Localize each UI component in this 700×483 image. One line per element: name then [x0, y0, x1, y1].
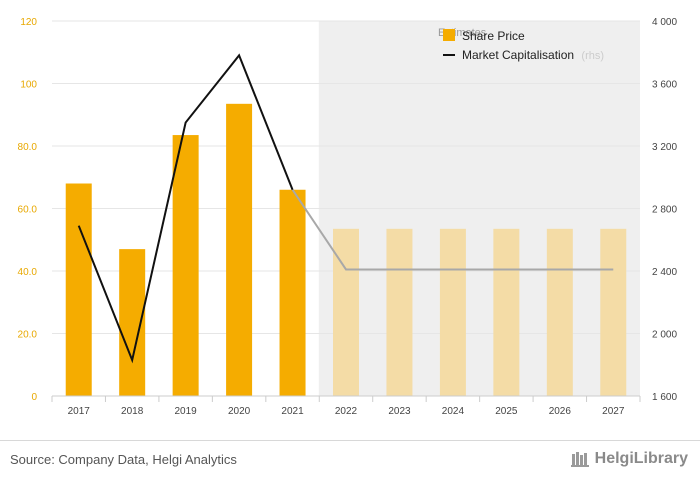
legend-market-cap-label: Market Capitalisation: [462, 48, 574, 62]
svg-text:Market Capitalisation (r: Market Capitalisation (rhs): [462, 48, 604, 62]
share-price-bar: [493, 228, 520, 396]
x-axis-tick-label: 2022: [335, 406, 358, 417]
share-price-bar: [546, 228, 573, 396]
x-axis-tick-label: 2020: [228, 406, 251, 417]
share-price-bar: [65, 183, 92, 396]
left-axis: 0 20.0 40.0 60.0 80.0 100 120: [18, 17, 38, 403]
left-axis-tick: 40.0: [18, 267, 38, 278]
legend-share-price-swatch: [443, 29, 455, 41]
market-cap-line-actual: [77, 53, 294, 364]
brand-name: HelgiLibrary: [594, 450, 688, 467]
share-price-bar: [439, 228, 466, 396]
share-price-bar: [279, 189, 306, 396]
right-axis-tick: 3 600: [652, 80, 677, 91]
left-axis-tick: 0: [31, 392, 37, 403]
right-axis-tick: 4 000: [652, 17, 677, 28]
left-axis-tick: 100: [20, 80, 37, 91]
right-axis-tick: 2 400: [652, 267, 677, 278]
x-axis-tick-label: 2026: [549, 406, 572, 417]
left-axis-tick: 80.0: [18, 142, 38, 153]
x-axis-tick-label: 2027: [602, 406, 625, 417]
left-axis-tick: 20.0: [18, 330, 38, 341]
right-axis-tick: 1 600: [652, 392, 677, 403]
market-cap-line-estimate: [291, 189, 614, 271]
right-axis: 1 600 2 000 2 400 2 800 3 200 3 600 4 000: [652, 17, 677, 403]
right-axis-tick: 2 800: [652, 205, 677, 216]
legend-share-price-label: Share Price: [462, 29, 525, 43]
x-axis-tick-label: 2018: [121, 406, 144, 417]
right-axis-tick: 3 200: [652, 142, 677, 153]
x-axis-tick-label: 2024: [442, 406, 465, 417]
footer: Source: Company Data, Helgi Analytics He…: [0, 440, 700, 483]
share-price-bar: [333, 228, 359, 396]
legend-rhs-suffix: (rhs): [581, 50, 604, 62]
source-text: Source: Company Data, Helgi Analytics: [10, 452, 237, 467]
share-price-bar: [386, 228, 413, 396]
share-price-bar: [226, 103, 253, 396]
x-axis-tick-label: 2019: [175, 406, 198, 417]
brand-logo[interactable]: HelgiLibrary: [570, 450, 688, 468]
x-axis-tick-label: 2017: [68, 406, 91, 417]
right-axis-tick: 2 000: [652, 330, 677, 341]
legend[interactable]: Share Price Market Capitalisation (rhs): [443, 29, 604, 62]
share-price-bar: [600, 228, 627, 396]
share-price-bars: [65, 103, 627, 396]
x-axis-tick-label: 2023: [388, 406, 411, 417]
share-price-bar: [172, 135, 199, 396]
left-axis-tick: 60.0: [18, 205, 38, 216]
library-icon: [570, 452, 589, 467]
left-axis-tick: 120: [20, 17, 37, 28]
x-axis-tick-label: 2025: [495, 406, 518, 417]
x-axis-tick-label: 2021: [281, 406, 304, 417]
x-axis: 2017 2018 2019 2020 2021 2022 2023 2024 2025 2026…: [51, 395, 641, 417]
market-cap-line: [77, 53, 614, 364]
